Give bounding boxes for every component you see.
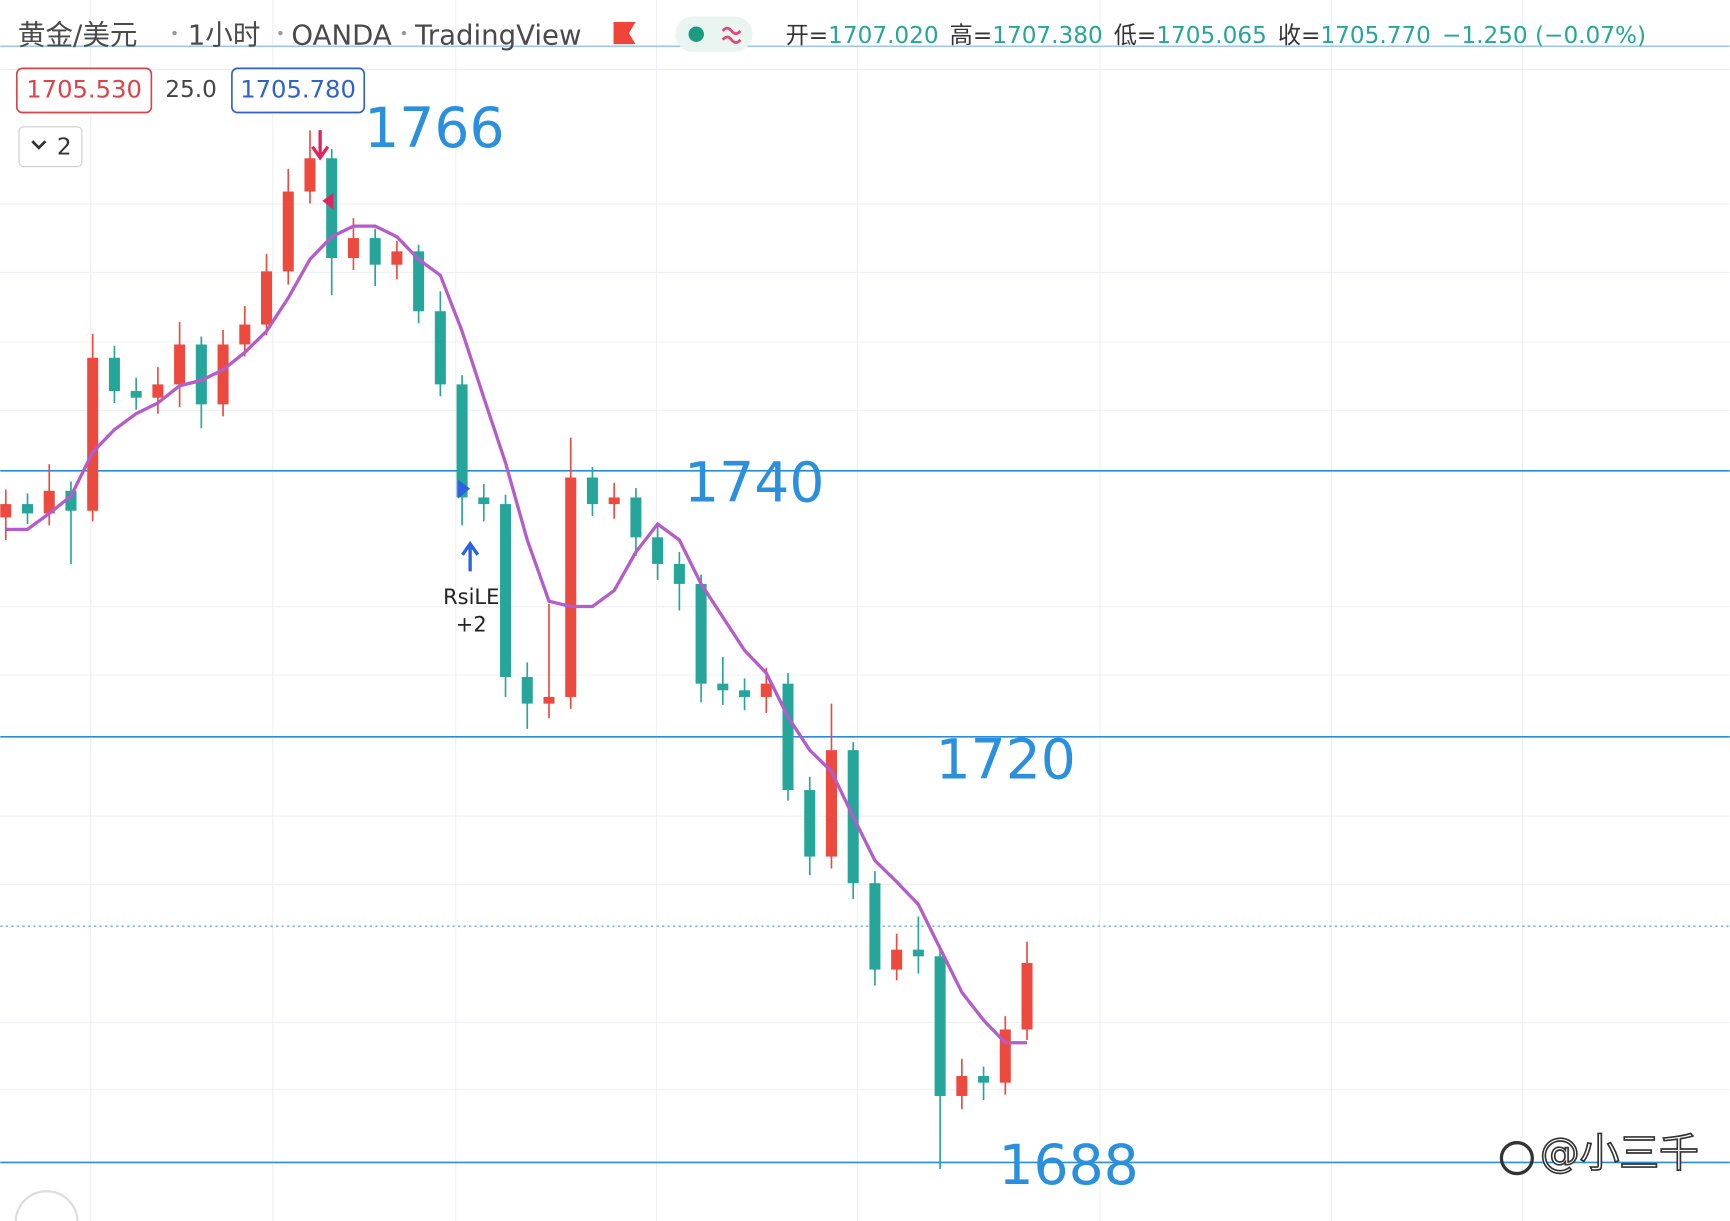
candle-body — [152, 384, 164, 398]
candle-body — [413, 251, 425, 312]
candle-body — [0, 504, 12, 518]
candle-body — [543, 696, 555, 704]
flag-icon — [613, 22, 636, 45]
status-pill — [675, 16, 753, 52]
candle-body — [369, 238, 381, 265]
candle-body — [434, 311, 446, 385]
platform: TradingView — [414, 18, 582, 51]
level-label: 1740 — [684, 451, 824, 515]
indicator-count: 2 — [57, 134, 72, 160]
sell-arrow — [311, 130, 330, 161]
candle-body — [478, 497, 490, 505]
candle-body — [282, 191, 294, 272]
candle-body — [130, 391, 142, 398]
candle-body — [608, 497, 620, 505]
candle-body — [456, 384, 468, 498]
candle-body — [43, 490, 55, 514]
watermark: @小三千 — [1540, 1130, 1699, 1176]
candle-body — [978, 1076, 990, 1083]
ohlc-value: 1705.770 — [1320, 23, 1431, 49]
candle-body — [500, 504, 512, 678]
candle-body — [108, 357, 120, 392]
candle-body — [304, 158, 316, 192]
spread: 25.0 — [165, 77, 217, 103]
candle-body — [521, 677, 533, 704]
candle-body — [673, 563, 685, 584]
entry-marker — [458, 479, 471, 499]
candle-body — [65, 490, 77, 511]
chevron — [31, 140, 47, 150]
level-label: 1720 — [936, 728, 1076, 792]
approx-icon — [721, 26, 742, 44]
candle-body — [869, 883, 881, 970]
ohlc-label: 收= — [1278, 23, 1321, 49]
ohlc: 开= 1707.020 高= 1707.380 低= 1705.065 收= 1705.770… — [786, 23, 1646, 49]
candle-body — [717, 683, 729, 691]
dot — [401, 30, 407, 36]
candle-body — [261, 271, 273, 325]
ohlc-value: 1705.065 — [1156, 23, 1267, 49]
corner-button[interactable] — [14, 1190, 79, 1221]
dot — [172, 30, 177, 36]
candle-body — [195, 344, 207, 405]
candle-body — [782, 683, 794, 791]
candle-body — [630, 497, 642, 538]
dot — [278, 30, 283, 36]
ask: 1705.780 — [240, 74, 356, 103]
bid: 1705.530 — [26, 74, 142, 103]
ohlc-value: 1707.380 — [992, 23, 1103, 49]
candle-body — [934, 956, 946, 1096]
signal-qty: +2 — [456, 612, 487, 636]
candle-body — [804, 790, 816, 857]
watermark-logo — [1499, 1141, 1534, 1176]
plot: 1740 1720 1688 1766 — [0, 97, 1730, 1198]
candle-body — [999, 1029, 1011, 1083]
ohlc-label: 高= — [950, 23, 993, 49]
candle-body — [760, 683, 772, 697]
symbol: 黄金/美元 — [18, 18, 138, 51]
candle-body — [956, 1076, 968, 1096]
candle-body — [1021, 962, 1033, 1030]
candle-body — [912, 949, 924, 957]
level-label: 1688 — [998, 1134, 1138, 1198]
candle-body — [891, 949, 903, 970]
moving-average — [5, 224, 1028, 1045]
bid-box[interactable] — [15, 67, 153, 114]
candle-body — [174, 344, 186, 385]
indicator-toggle[interactable] — [18, 126, 83, 168]
candle-body — [825, 750, 837, 857]
interval: 1小时 — [188, 18, 261, 51]
candle-body — [217, 344, 229, 405]
ask-box[interactable] — [231, 67, 366, 114]
candle-body — [391, 251, 403, 265]
peak-label: 1766 — [364, 97, 504, 161]
signal-name: RsiLE — [443, 585, 499, 609]
candle-body — [695, 583, 707, 684]
exit-marker — [322, 193, 334, 210]
status-dot — [688, 26, 704, 42]
candle-body — [347, 238, 359, 259]
ohlc-label: 低= — [1114, 23, 1157, 49]
candle-body — [652, 537, 664, 564]
candle-body — [239, 324, 251, 345]
candle-body — [87, 357, 99, 511]
ohlc-label: 开= — [786, 23, 829, 49]
candle-body — [739, 690, 751, 697]
change: −1.250 (−0.07%) — [1442, 23, 1646, 49]
candle-body — [21, 504, 34, 514]
candle-body — [586, 477, 598, 505]
ohlc-value: 1707.020 — [828, 23, 939, 49]
buy-arrow — [461, 540, 480, 572]
candle-body — [565, 477, 577, 697]
broker: OANDA — [291, 18, 391, 51]
